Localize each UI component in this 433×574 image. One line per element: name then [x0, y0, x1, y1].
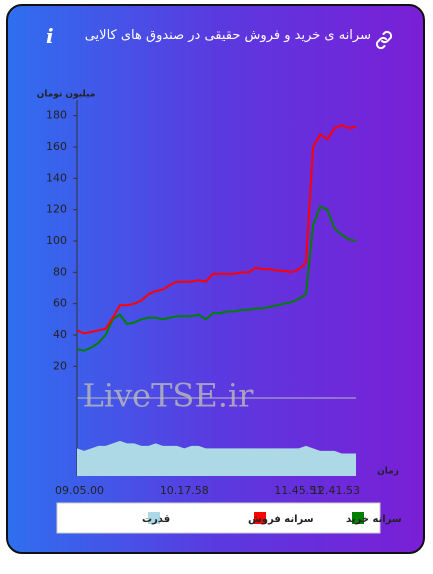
- legend-label: قدرت: [142, 514, 170, 525]
- x-tick-label: 10.17.58: [160, 484, 209, 497]
- series-line: [76, 123, 357, 335]
- series-line: [76, 205, 357, 352]
- header: سرانه ی خرید و فروش حقیقی در صندوق های ک…: [8, 6, 423, 62]
- y-tick-label: 180: [46, 109, 67, 122]
- x-tick-label: 09.05.00: [55, 484, 104, 497]
- legend-label: سرانه خرید: [346, 514, 402, 525]
- watermark: LiveTSE.ir: [83, 377, 255, 415]
- legend-swatch: [352, 512, 364, 524]
- area: [77, 440, 356, 476]
- y-tick-label: 60: [53, 297, 67, 310]
- y-tick-label: 20: [53, 359, 67, 372]
- y-axis-label: میلیون تومان: [37, 90, 96, 100]
- legend-swatch: [254, 512, 266, 524]
- y-tick-label: 160: [46, 140, 67, 153]
- y-tick-label: 100: [46, 234, 67, 247]
- legend-swatch: [148, 512, 160, 524]
- y-tick-label: 80: [53, 265, 67, 278]
- y-tick-label: 40: [53, 328, 67, 341]
- y-tick-label: 140: [46, 171, 67, 184]
- link-icon[interactable]: [372, 28, 396, 52]
- legend-label: سرانه فروش: [248, 514, 314, 525]
- x-tick-label: 12.41.53: [311, 484, 360, 497]
- legend: [56, 502, 381, 534]
- x-tick-label: 11.45.51: [274, 484, 323, 497]
- info-icon[interactable]: i: [46, 24, 54, 48]
- y-tick-label: 120: [46, 203, 67, 216]
- card-title: سرانه ی خرید و فروش حقیقی در صندوق های ک…: [84, 28, 371, 43]
- x-axis-label: زمان: [377, 467, 399, 477]
